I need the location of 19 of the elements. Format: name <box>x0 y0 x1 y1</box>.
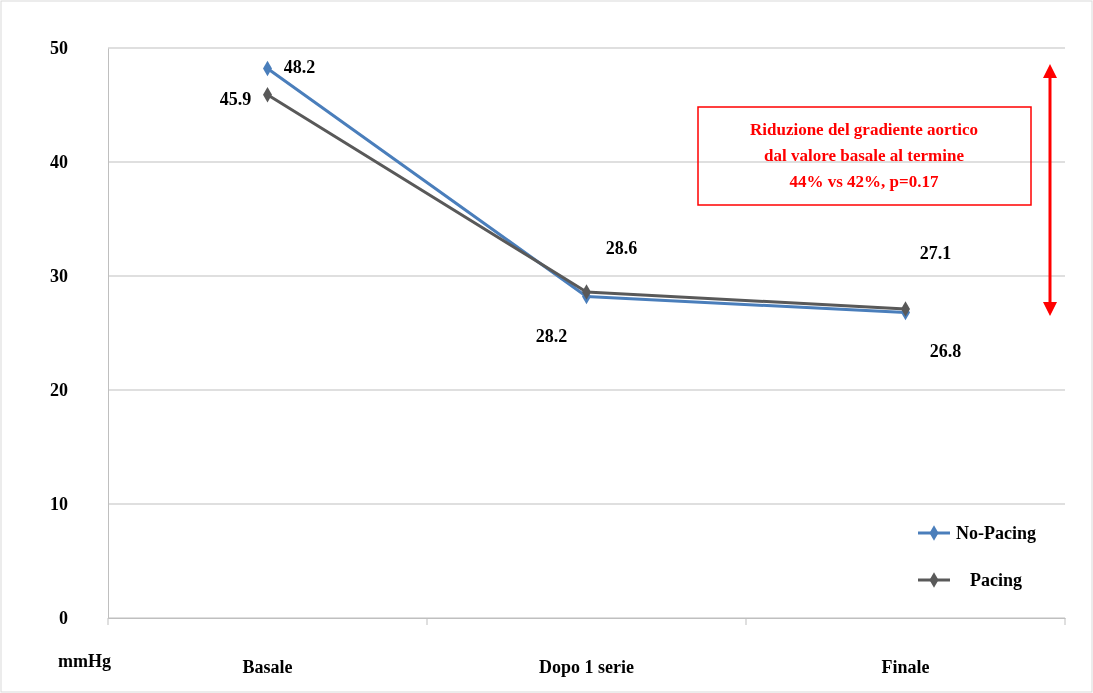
y-axis-title: mmHg <box>58 651 111 671</box>
y-tick-label: 10 <box>50 494 68 515</box>
legend-label: Pacing <box>970 570 1022 590</box>
data-label: 45.9 <box>219 88 252 109</box>
y-tick-label: 30 <box>50 266 68 287</box>
y-tick-label: 50 <box>50 38 68 59</box>
data-label: 27.1 <box>919 243 952 264</box>
data-label: 28.2 <box>535 325 568 346</box>
x-tick-label: Dopo 1 serie <box>539 656 634 677</box>
legend-label: No-Pacing <box>956 523 1036 543</box>
x-tick-label: Basale <box>242 656 293 677</box>
data-label: 28.6 <box>605 237 638 258</box>
y-tick-label: 20 <box>50 380 68 401</box>
y-tick-label: 0 <box>59 608 68 629</box>
data-label: 26.8 <box>929 341 962 362</box>
x-tick-label: Finale <box>881 656 930 677</box>
y-tick-label: 40 <box>50 152 68 173</box>
annotation: Riduzione del gradiente aortico dal valore basale al termine 44% vs 42%, p=0.17 <box>749 120 979 191</box>
data-label: 48.2 <box>283 56 316 77</box>
